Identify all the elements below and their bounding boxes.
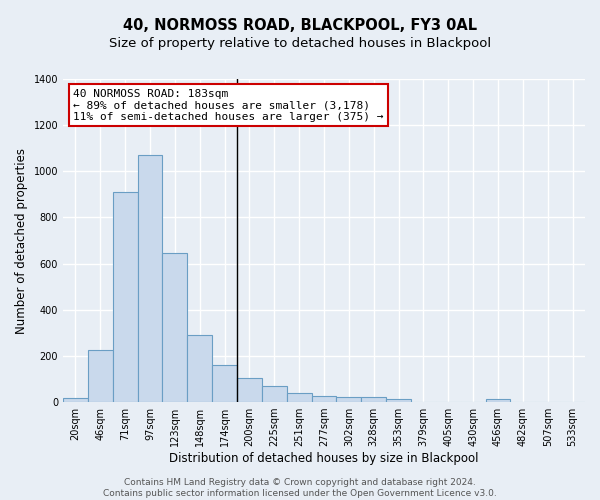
Bar	[113, 192, 137, 402]
X-axis label: Distribution of detached houses by size in Blackpool: Distribution of detached houses by size …	[169, 452, 479, 465]
Bar	[237, 378, 262, 402]
Bar	[88, 350, 113, 402]
Bar	[287, 393, 311, 402]
Bar	[187, 335, 212, 402]
Bar	[485, 399, 511, 402]
Bar	[262, 386, 287, 402]
Bar	[137, 155, 163, 402]
Text: 40 NORMOSS ROAD: 183sqm
← 89% of detached houses are smaller (3,178)
11% of semi: 40 NORMOSS ROAD: 183sqm ← 89% of detache…	[73, 88, 384, 122]
Bar	[337, 397, 361, 402]
Bar	[212, 365, 237, 402]
Bar	[361, 398, 386, 402]
Text: Contains HM Land Registry data © Crown copyright and database right 2024.
Contai: Contains HM Land Registry data © Crown c…	[103, 478, 497, 498]
Text: 40, NORMOSS ROAD, BLACKPOOL, FY3 0AL: 40, NORMOSS ROAD, BLACKPOOL, FY3 0AL	[123, 18, 477, 32]
Bar	[163, 253, 187, 402]
Bar	[311, 396, 337, 402]
Bar	[386, 399, 411, 402]
Text: Size of property relative to detached houses in Blackpool: Size of property relative to detached ho…	[109, 38, 491, 51]
Y-axis label: Number of detached properties: Number of detached properties	[15, 148, 28, 334]
Bar	[63, 398, 88, 402]
